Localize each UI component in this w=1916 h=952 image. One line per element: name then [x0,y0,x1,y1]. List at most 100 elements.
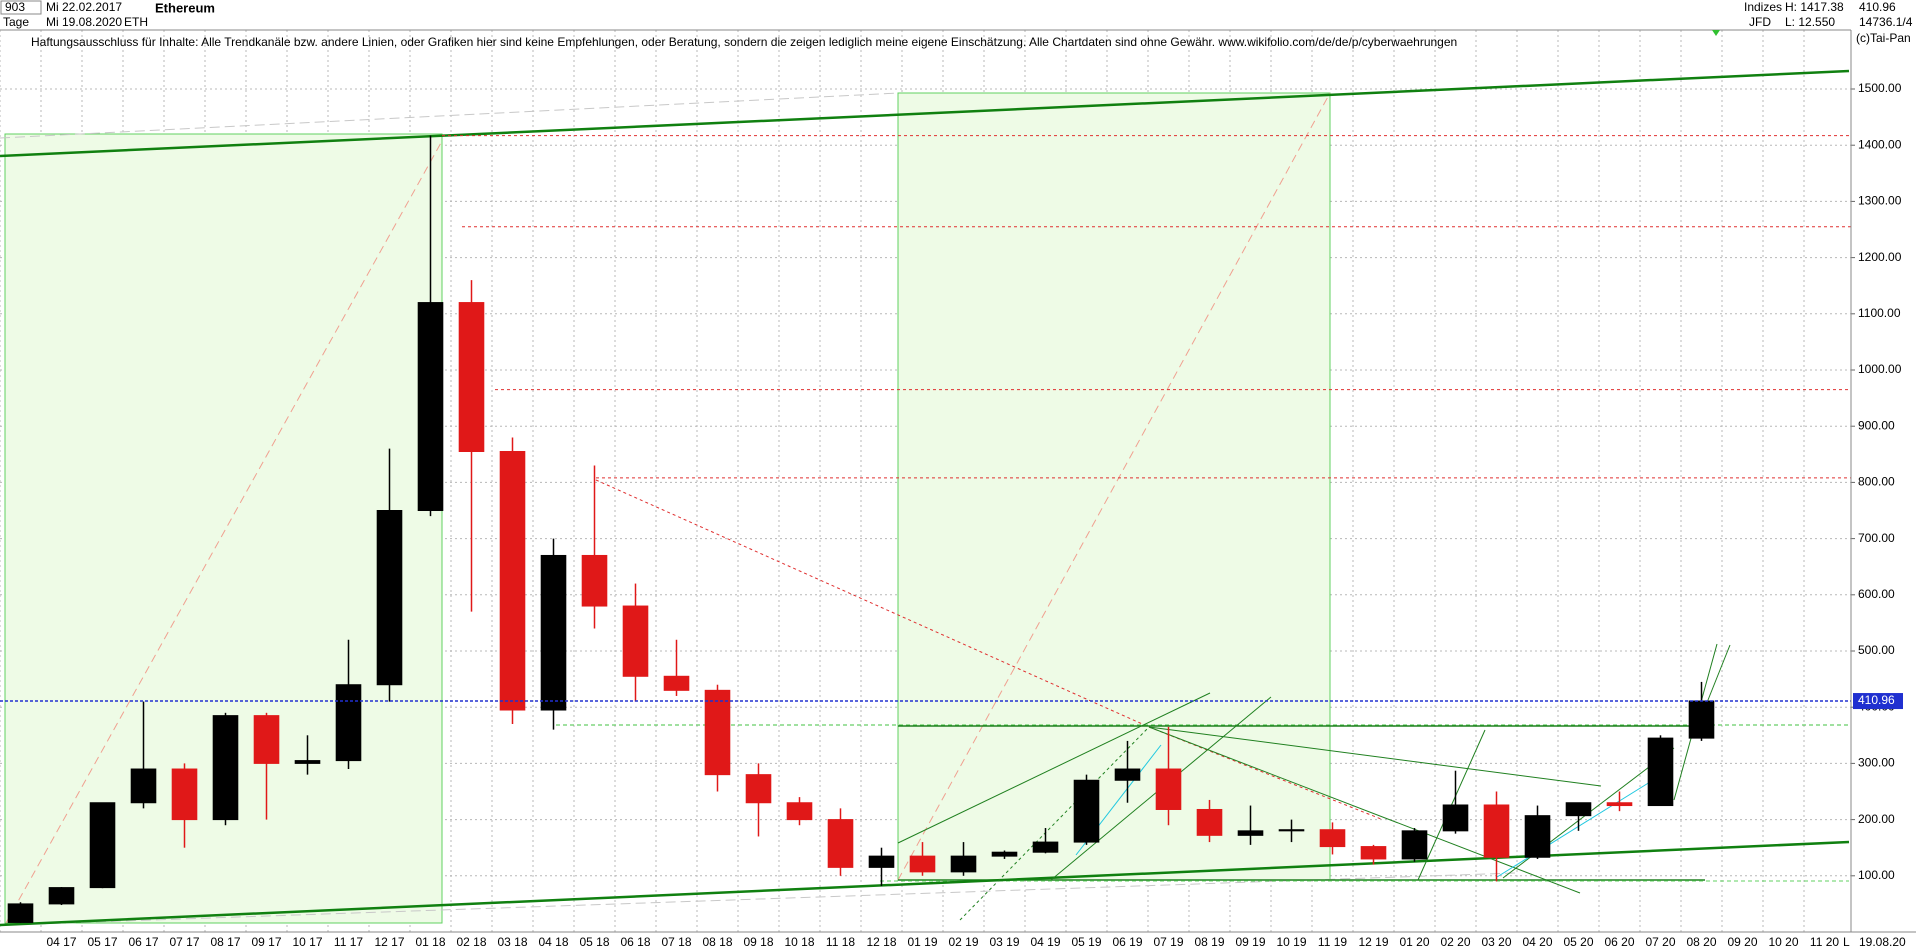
volume: 14736.1/4 [1859,15,1913,29]
candle-body [704,689,731,776]
y-tick-label: 300.00 [1858,756,1895,770]
low: L: 12.550 [1785,15,1835,29]
start-date: Mi 22.02.2017 [46,0,122,14]
x-tick-label: 10 18 [784,935,814,949]
x-tick-label: 08 20 [1686,935,1716,949]
candle-body [991,851,1018,857]
y-tick-label: 200.00 [1858,812,1895,826]
candle-body [1237,830,1264,836]
candle-body [1073,779,1100,843]
x-tick-label: 08 17 [210,935,240,949]
period[interactable]: Tage [3,15,29,29]
candle-body [376,510,403,686]
candle-body [745,774,772,804]
candle-body [663,675,690,691]
x-tick-label: 02 19 [948,935,978,949]
x-tick-label: 12 18 [866,935,896,949]
x-tick-label: 07 17 [169,935,199,949]
broker: JFD [1749,15,1771,29]
x-tick-label: 06 20 [1604,935,1634,949]
x-tick-label: 08 18 [702,935,732,949]
x-tick-label: 09 20 [1727,935,1757,949]
x-tick-label: 04 19 [1030,935,1060,949]
footer-mode: L [1843,935,1850,949]
x-tick-label: 12 19 [1358,935,1388,949]
x-tick-label: 11 18 [826,935,855,949]
diagonal [5,140,443,924]
candle-body [868,855,895,868]
diagonal [897,92,1331,881]
y-tick-label: 600.00 [1858,587,1895,601]
last-price-box [1853,693,1903,710]
x-tick-label: 07 18 [661,935,691,949]
trend-line [1148,726,1602,787]
candle-body [253,715,280,764]
candle-body [622,605,649,677]
x-tick-label: 04 18 [538,935,568,949]
y-tick-label: 800.00 [1858,475,1895,489]
x-tick-label: 02 18 [456,935,486,949]
candle-body [1524,815,1551,858]
last-price-label: 410.96 [1858,693,1895,707]
count: 903 [5,0,25,14]
x-tick-label: 04 17 [46,935,76,949]
x-tick-label: 11 20 [1810,935,1839,949]
candle-body [458,302,485,452]
candle-body [1114,768,1141,781]
x-tick-label: 10 20 [1768,935,1798,949]
candle-body [335,684,362,762]
candle-body [540,554,567,711]
x-tick-label: 04 20 [1522,935,1552,949]
x-tick-label: 11 17 [334,935,363,949]
candle-body [786,802,813,821]
x-tick-label: 06 17 [128,935,158,949]
candle-body [294,760,321,764]
y-tick-label: 1000.00 [1858,362,1902,376]
x-tick-label: 09 19 [1235,935,1265,949]
y-tick-label: 700.00 [1858,531,1895,545]
symbol: ETH [124,15,148,29]
candle-body [48,887,75,905]
diagonal [5,872,1516,926]
x-tick-label: 05 18 [579,935,609,949]
candle-body [1483,804,1510,858]
candle-body [1688,700,1715,739]
x-tick-label: 03 18 [497,935,527,949]
x-tick-label: 05 17 [87,935,117,949]
footer-date: 19.08.20 [1859,935,1906,949]
candle-body [7,903,34,923]
trend-line [595,479,1150,728]
count-box[interactable] [0,0,42,15]
trend-line [1148,726,1581,894]
candle-body [950,855,977,873]
high: H: 1417.38 [1785,0,1844,14]
x-tick-label: 06 18 [620,935,650,949]
candles [0,135,1851,924]
x-tick-label: 03 19 [989,935,1019,949]
candle-body [827,819,854,868]
x-tick-label: 12 17 [374,935,404,949]
last-price: 410.96 [1859,0,1896,14]
x-tick-label: 05 20 [1563,935,1593,949]
candle-body [499,450,526,711]
x-tick-label: 07 19 [1153,935,1183,949]
candle-body [130,768,157,804]
y-tick-label: 1300.00 [1858,194,1902,208]
x-tick-label: 09 18 [743,935,773,949]
x-tick-label: 10 17 [292,935,322,949]
channel-line [0,69,1850,158]
x-tick-label: 01 19 [907,935,937,949]
candle-body [1319,829,1346,848]
y-tick-label: 100.00 [1858,868,1895,882]
candle-body [1565,802,1592,817]
x-tick-label: 01 20 [1399,935,1429,949]
candle-body [1032,841,1059,853]
exchange-group: Indizes [1744,0,1782,14]
candle-body [1196,808,1223,836]
candle-body [89,802,116,889]
disclaimer: Haftungsausschluss für Inhalte: Alle Tre… [31,35,1457,49]
candle-body [1401,830,1428,860]
x-tick-label: 05 19 [1071,935,1101,949]
x-tick-label: 08 19 [1194,935,1224,949]
